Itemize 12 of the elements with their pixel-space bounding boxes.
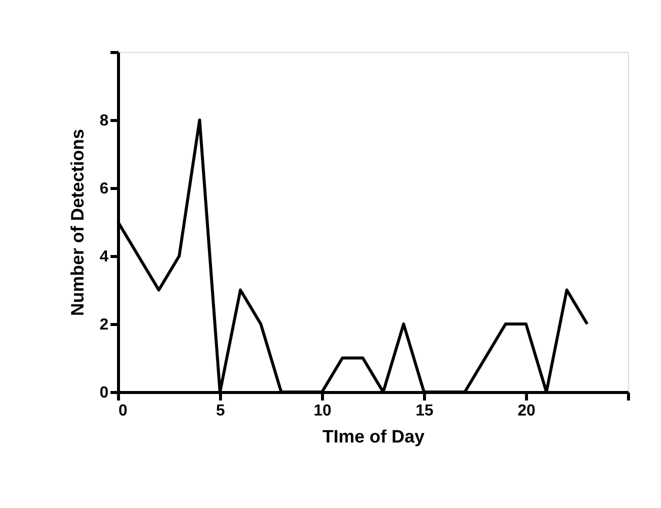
y-tick-label: 2 [100, 316, 109, 334]
x-tick-label: 5 [216, 402, 226, 420]
x-tick-label: 20 [518, 402, 536, 420]
y-axis-title: Number of Detections [68, 128, 88, 316]
x-tick-label: 0 [118, 402, 128, 420]
x-axis-title: TIme of Day [322, 426, 425, 446]
y-tick-label: 6 [100, 180, 109, 198]
x-tick-label: 15 [416, 402, 434, 420]
x-tick-label: 10 [314, 402, 332, 420]
y-tick-label: 8 [100, 112, 109, 130]
y-tick-label: 0 [100, 384, 109, 402]
y-tick-label: 4 [100, 248, 109, 266]
